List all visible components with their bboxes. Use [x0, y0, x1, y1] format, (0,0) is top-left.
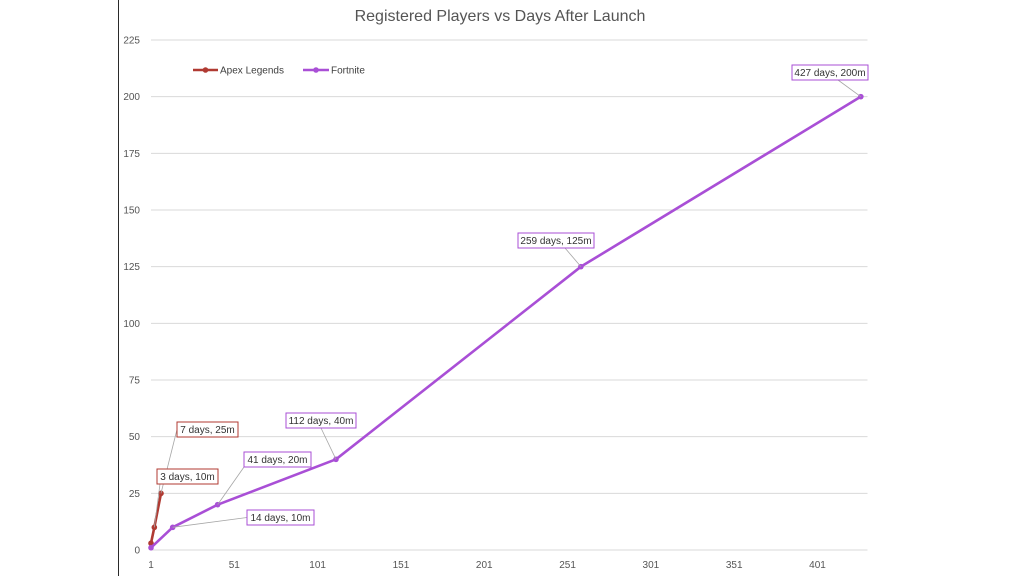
legend-swatch-marker — [313, 67, 319, 73]
annotation-box — [285, 412, 357, 429]
gridlines — [151, 39, 868, 494]
legend-swatch-marker — [202, 67, 209, 73]
y-tick-label: 25 — [129, 489, 141, 500]
data-point — [333, 456, 339, 463]
annotation-box — [156, 468, 219, 485]
series-line-0 — [149, 492, 163, 545]
x-tick-label: 351 — [726, 560, 743, 571]
annotation-label: 7 days, 25m — [180, 425, 234, 436]
data-point — [214, 501, 221, 508]
y-tick-label: 50 — [129, 432, 141, 443]
left-border-line — [118, 0, 119, 576]
annotation-leader — [320, 427, 337, 460]
legend-label: Fortnite — [331, 66, 365, 77]
x-tick-label: 101 — [309, 560, 326, 571]
annotation-label: 427 days, 200m — [794, 68, 865, 79]
x-tick-label: 301 — [643, 560, 660, 571]
y-tick-label: 125 — [123, 262, 140, 273]
data-point — [148, 540, 154, 546]
data-labels: 7 days, 25m 3 days, 10m 14 days, 10m 41 day… — [153, 64, 869, 528]
y-tick-label: 225 — [123, 36, 140, 47]
x-tick-label: 201 — [476, 560, 493, 571]
series-line-1 — [149, 95, 863, 550]
y-tick-label: 200 — [123, 92, 140, 103]
y-tick-label: 150 — [123, 206, 140, 217]
annotation-label: 259 days, 125m — [520, 236, 591, 247]
data-point — [158, 490, 164, 497]
annotation-box — [517, 232, 595, 249]
annotation-box — [246, 509, 315, 526]
y-tick-label: 100 — [123, 319, 140, 330]
annotation-leader — [172, 517, 248, 528]
x-tick-label: 251 — [559, 560, 576, 571]
annotation-box — [243, 451, 312, 468]
annotation-label: 3 days, 10m — [160, 472, 214, 483]
x-tick-label: 401 — [809, 560, 826, 571]
legend: Apex Legends Fortnite — [193, 66, 365, 77]
annotation-label: 14 days, 10m — [250, 513, 310, 524]
series-lines — [148, 93, 864, 551]
annotation-leader — [837, 79, 862, 97]
annotation-label: 41 days, 20m — [247, 455, 307, 466]
y-tick-label: 75 — [129, 376, 141, 387]
annotation-leader — [564, 247, 582, 267]
x-tick-label: 51 — [229, 560, 241, 571]
x-tick-label: 1 — [148, 560, 154, 571]
annotation-leader — [217, 466, 245, 505]
legend-label: Apex Legends — [220, 66, 284, 77]
data-point — [148, 544, 154, 551]
chart-title: Registered Players vs Days After Launch — [355, 8, 646, 25]
annotation-leader — [153, 483, 161, 528]
annotation-label: 112 days, 40m — [289, 416, 354, 427]
y-tick-label: 0 — [134, 546, 140, 557]
y-tick-label: 175 — [123, 149, 140, 160]
annotation-box — [176, 421, 239, 438]
x-tick-label: 151 — [393, 560, 410, 571]
annotation-box — [791, 64, 869, 81]
